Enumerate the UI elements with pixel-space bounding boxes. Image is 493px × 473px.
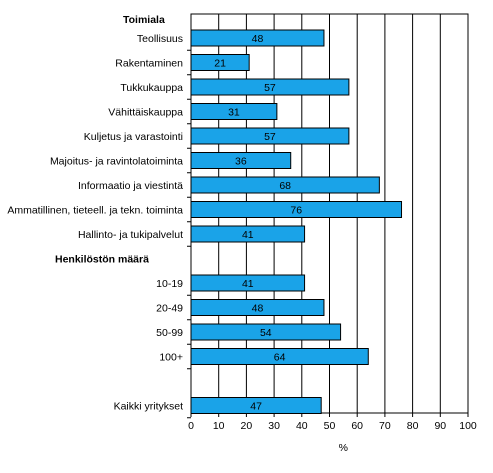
bar-value-label: 57 (264, 131, 276, 143)
bar-value-label: 64 (274, 352, 286, 364)
category-label: Kuljetus ja varastointi (84, 131, 183, 143)
x-tick-label: 90 (434, 420, 446, 432)
bar-value-label: 76 (290, 205, 302, 217)
bar-value-label: 21 (214, 58, 226, 70)
bar-value-label: 41 (242, 278, 254, 290)
x-tick-label: 30 (268, 420, 280, 432)
bar (190, 103, 278, 120)
bar-value-label: 41 (242, 229, 254, 241)
bar (190, 54, 250, 71)
category-label: Vähittäiskauppa (108, 107, 183, 119)
bar (190, 29, 325, 47)
bar-value-label: 68 (279, 180, 291, 192)
bar (190, 274, 306, 292)
x-tick-label: 60 (351, 420, 363, 432)
category-label: 100+ (159, 352, 183, 364)
category-label: Ammatillinen, tieteell. ja tekn. toimint… (7, 205, 183, 217)
bar-value-label: 48 (252, 33, 264, 45)
category-label: 50-99 (156, 327, 183, 339)
x-axis-title: % (339, 442, 348, 454)
category-label: 20-49 (156, 303, 183, 315)
bar (190, 78, 350, 96)
bar-value-label: 31 (228, 107, 240, 119)
bar (190, 127, 350, 145)
category-label: Teollisuus (137, 33, 183, 45)
x-tick-label: 70 (379, 420, 391, 432)
bar (190, 323, 342, 341)
bar-value-label: 47 (250, 401, 262, 413)
x-tick-label: 20 (241, 420, 253, 432)
bar (190, 152, 292, 169)
category-label: Majoitus- ja ravintolatoiminta (50, 156, 183, 168)
category-label: 10-19 (156, 278, 183, 290)
x-tick-label: 0 (188, 420, 194, 432)
bar (190, 397, 322, 414)
bar-value-label: 36 (235, 156, 247, 168)
x-tick-label: 80 (407, 420, 419, 432)
x-tick-label: 50 (324, 420, 336, 432)
category-label: Tukkukauppa (120, 82, 183, 94)
bar (190, 201, 403, 218)
x-tick-label: 100 (459, 420, 477, 432)
bar-value-label: 48 (252, 303, 264, 315)
x-tick-label: 10 (213, 420, 225, 432)
bar-value-label: 57 (264, 82, 276, 94)
group-label: Henkilöstön määrä (55, 254, 149, 266)
bar-value-label: 54 (260, 327, 272, 339)
category-label: Informaatio ja viestintä (78, 180, 183, 192)
bar (190, 225, 306, 243)
bar (190, 348, 369, 365)
x-tick-label: 40 (296, 420, 308, 432)
category-label: Hallinto- ja tukipalvelut (78, 229, 183, 241)
group-label: Toimiala (123, 14, 165, 26)
bar (190, 299, 325, 316)
bar (190, 176, 380, 194)
category-label: Rakentaminen (115, 58, 183, 70)
category-label: Kaikki yritykset (114, 401, 184, 413)
